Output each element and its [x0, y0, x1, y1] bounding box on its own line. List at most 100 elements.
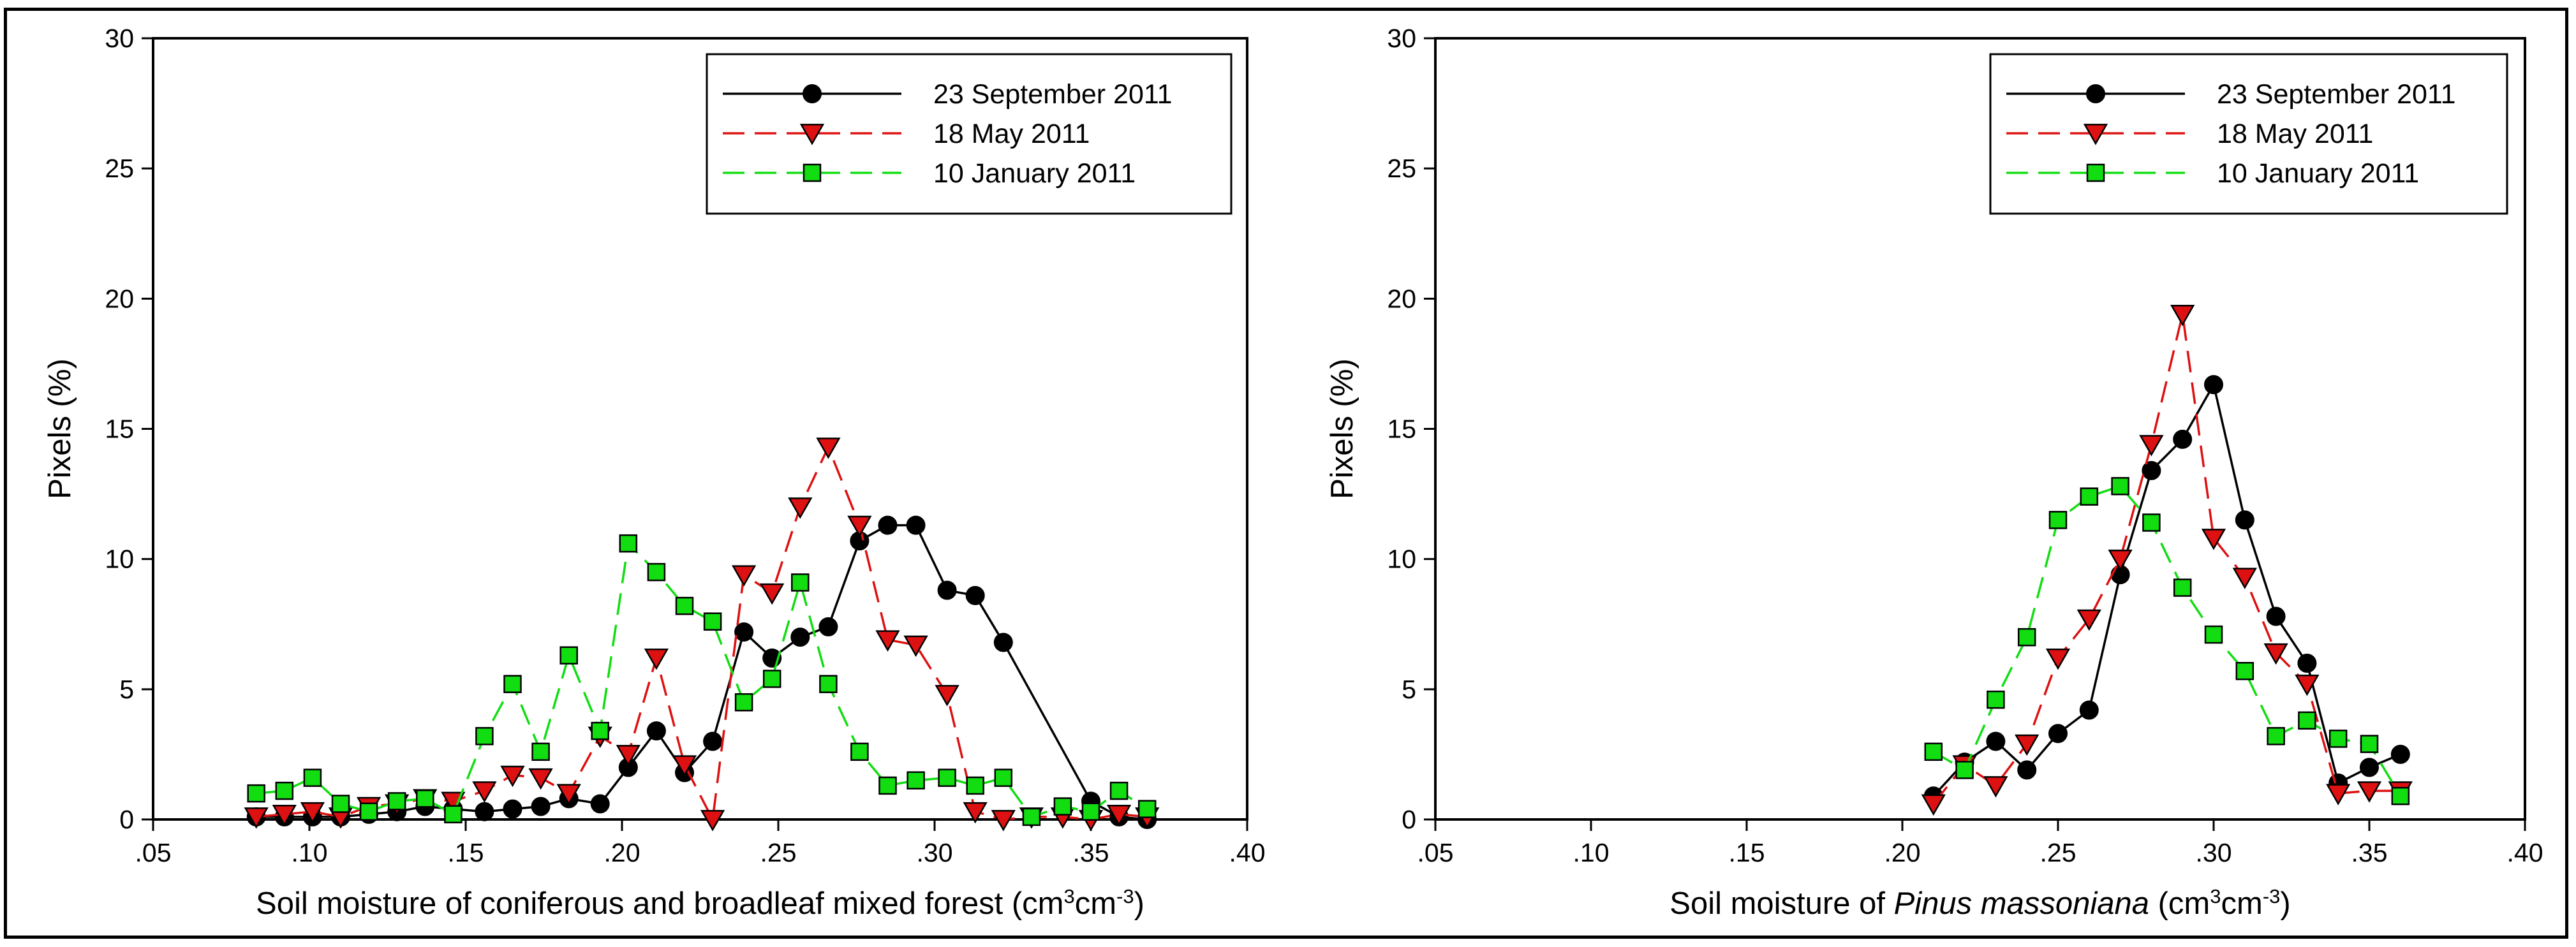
chart-1-series-1-point: [475, 802, 494, 821]
chart-2-series-1-point: [2079, 700, 2099, 720]
chart-2-y-tick-label: 5: [1402, 675, 1416, 704]
chart-1-series-2-point: [847, 515, 872, 538]
chart-1-x-tick-label: .40: [1229, 838, 1266, 867]
chart-2: .05 .10 .15 .20 .25 .30 .35 .40 0 5 10 15 20 25 30 Pixe…: [1325, 24, 2543, 921]
chart-2-legend-entry: 18 May 2011: [2217, 119, 2373, 149]
chart-2-series-1-point: [2204, 375, 2223, 395]
chart-1-y-tick-label: 30: [105, 24, 134, 53]
figure-frame: [4, 8, 2568, 939]
chart-1-legend-entry: 18 May 2011: [933, 119, 1090, 149]
chart-1-series-2-point: [816, 437, 841, 459]
chart-2-series-3-line: [1932, 485, 2402, 797]
chart-2-x-tick-label: .25: [2040, 838, 2076, 867]
chart-1-series-1-point: [790, 628, 810, 647]
chart-1-legend-entry: 23 September 2011: [933, 79, 1173, 110]
chart-1-series-3-point: [1022, 807, 1041, 826]
chart-2-series-2: [1921, 304, 2413, 816]
chart-2-y-tick-label: 30: [1387, 24, 1416, 53]
chart-1-y-tick-label: 5: [119, 675, 134, 704]
chart-1-legend-swatch-marker: [803, 84, 822, 103]
chart-2-x-tick-label: .30: [2196, 838, 2232, 867]
chart-1-series-3-point: [531, 742, 550, 761]
chart-2-legend-entry: 10 January 2011: [2217, 158, 2419, 189]
chart-1-series-2-line: [256, 446, 1148, 821]
chart-1-series-3-point: [303, 768, 322, 787]
chart-1-series-2-point: [672, 755, 697, 777]
chart-2-series-3-point: [2017, 628, 2036, 647]
chart-1-series-3-point: [675, 596, 694, 615]
chart-1-series-1-point: [906, 515, 926, 535]
chart-2-series-1-point: [2266, 606, 2286, 626]
chart-2-x-axis-label-part: 3: [2210, 885, 2221, 907]
chart-2-series-2-point: [2108, 549, 2133, 571]
chart-1-y-tick-label: 0: [119, 805, 134, 834]
chart-2-series-1-point: [1986, 731, 2006, 751]
chart-1-series-2-point: [500, 765, 525, 788]
chart-2-series-2-point: [1921, 794, 1946, 816]
chart-1-series-3-point: [734, 693, 753, 712]
chart-2-x-tick-label: .35: [2351, 838, 2388, 867]
chart-1-legend-swatch-marker: [803, 163, 822, 182]
chart-2-x-tick-label: .15: [1729, 838, 1765, 867]
chart-1-series-3-point: [819, 675, 838, 693]
chart-1-series-1-point: [531, 797, 551, 816]
chart-1-series-3-point: [387, 792, 406, 811]
chart-1-x-tick-label: .15: [448, 838, 484, 867]
chart-1-series-3-point: [275, 781, 294, 800]
chart-2-series-1-point: [2235, 510, 2254, 530]
chart-2-series-3-point: [2204, 625, 2223, 644]
chart-2-series-3-point: [2173, 578, 2192, 597]
chart-2-legend-swatch-marker: [2086, 163, 2105, 182]
chart-2-x-tick-label: .40: [2507, 838, 2543, 867]
chart-1-series-3-point: [444, 805, 463, 824]
chart-1-y-tick-label: 10: [105, 545, 134, 574]
chart-1-series-3-point: [247, 784, 265, 803]
chart-1-series-2-point: [935, 685, 959, 707]
chart-2-series-3-point: [2235, 662, 2254, 680]
chart-2-series-1-point: [2360, 758, 2379, 777]
chart-2-legend-swatch-marker: [2086, 84, 2105, 103]
chart-2-legend-entry: 23 September 2011: [2217, 79, 2456, 110]
chart-1-series-1-point: [503, 799, 522, 819]
chart-2-series-2-point: [2326, 784, 2351, 805]
chart-2-series-2-point: [2076, 609, 2101, 631]
chart-2-x-axis-label-part: ): [2280, 886, 2290, 921]
chart-2-series-3: [1924, 477, 2410, 805]
chart-2-series-2-line: [1932, 313, 2401, 805]
chart-2-series-3-point: [2111, 477, 2129, 496]
chart-1-y-axis-label: Pixels (%): [43, 358, 77, 499]
chart-1-y-tick-label: 25: [105, 154, 134, 183]
chart-2-series-3-point: [1987, 690, 2005, 709]
chart-1-x-tick-label: .05: [135, 838, 172, 867]
chart-1-series-3-point: [1053, 797, 1072, 816]
chart-1-series-1-point: [937, 580, 957, 600]
chart-1-series-2-point: [903, 635, 928, 657]
chart-1-series-2-point: [528, 768, 553, 790]
chart-1-series-3-point: [619, 534, 638, 553]
chart-1-series-2-point: [963, 802, 988, 824]
chart-1-series-3-point: [762, 670, 781, 688]
chart-2-series-3-point: [2142, 513, 2161, 532]
chart-1-x-tick-label: .30: [917, 838, 953, 867]
chart-1-x-axis-label-part: -3: [1116, 885, 1134, 907]
chart-2-series-2-point: [2263, 643, 2288, 665]
chart-1-series-2-point: [244, 807, 269, 829]
chart-1-series-2-point: [472, 781, 497, 803]
chart-2-series-2-point: [2357, 781, 2382, 803]
chart-1-series-3-point: [503, 675, 522, 693]
chart-2-series-2-point: [2232, 568, 2257, 589]
chart-1-series-3-point: [1081, 802, 1100, 821]
chart-1-series-3-point: [938, 768, 956, 787]
chart-2-x-tick-label: .20: [1884, 838, 1921, 867]
chart-1-y-tick-label: 15: [105, 415, 134, 444]
chart-2-y-tick-label: 10: [1387, 545, 1416, 574]
chart-2-y-tick-label: 15: [1387, 415, 1416, 444]
chart-2-series-3-point: [2267, 727, 2285, 745]
chart-1-series-2-point: [760, 583, 785, 605]
chart-2-series-1-line: [1932, 383, 2401, 797]
chart-2-x-axis-label-part: cm: [2221, 886, 2262, 921]
chart-1-series-3-point: [966, 776, 984, 795]
chart-2-series-3-point: [2080, 487, 2099, 506]
chart-1-x-tick-label: .25: [760, 838, 797, 867]
